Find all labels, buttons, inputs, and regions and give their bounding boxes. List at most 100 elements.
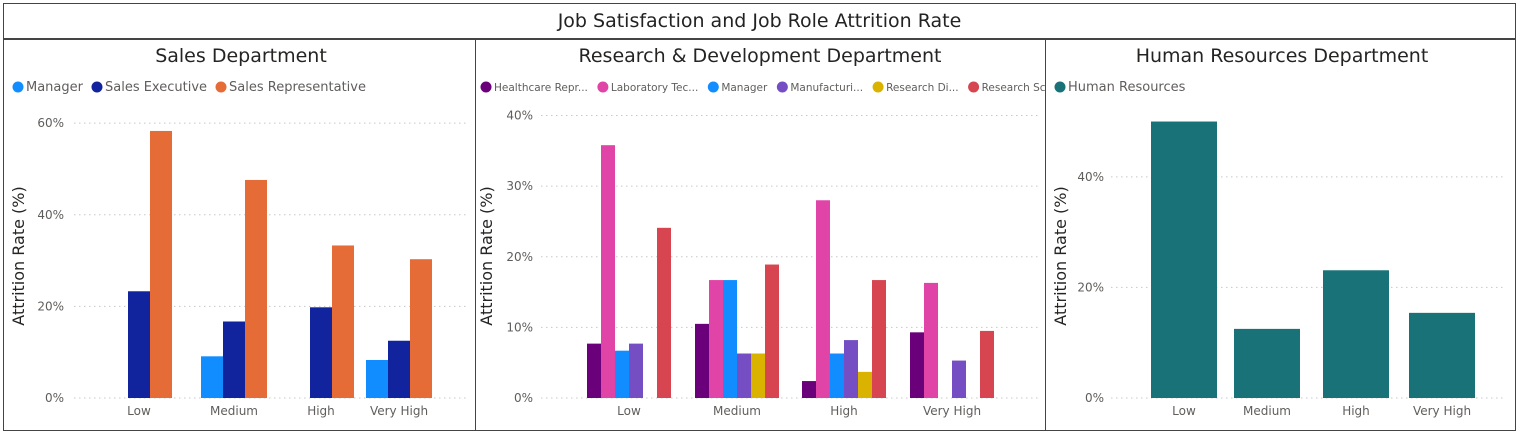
x-tick-label: Medium — [210, 404, 258, 418]
y-tick-label: 20% — [1077, 280, 1104, 294]
legend-label: Healthcare Repr... — [494, 82, 588, 94]
legend-marker — [91, 81, 103, 93]
bar[interactable] — [410, 259, 432, 398]
x-tick-label: Medium — [1243, 404, 1291, 418]
legend-label: Research Sci... — [982, 82, 1045, 94]
chart-legend: Manager Sales Executive Sales Representati… — [12, 80, 366, 95]
bar[interactable] — [723, 280, 737, 398]
x-tick-label: Low — [127, 404, 151, 418]
y-tick-label: 40% — [1077, 170, 1104, 184]
rd-chart-panel[interactable]: Research & Development Department Healthc… — [475, 39, 1046, 431]
chart-title: Research & Development Department — [579, 45, 942, 67]
legend-marker — [776, 81, 788, 93]
bar[interactable] — [201, 356, 223, 398]
bar[interactable] — [802, 381, 816, 398]
bar[interactable] — [924, 282, 938, 398]
bar[interactable] — [1151, 121, 1217, 398]
chart-title: Sales Department — [155, 45, 327, 67]
legend-marker — [1054, 81, 1066, 93]
sales-chart-svg: Sales Department Manager Sales Executive Sa… — [9, 45, 466, 418]
legend-marker — [215, 81, 227, 93]
legend-item[interactable]: Sales Executive — [91, 80, 207, 95]
legend-item[interactable]: Research Di... — [872, 81, 959, 95]
dashboard-title: Job Satisfaction and Job Role Attrition … — [3, 3, 1516, 39]
legend-item[interactable]: Manager — [707, 81, 768, 95]
legend-item[interactable]: Research Sci... — [968, 81, 1045, 95]
bar[interactable] — [844, 340, 858, 398]
bar[interactable] — [587, 343, 601, 398]
bar[interactable] — [128, 291, 150, 398]
y-tick-label: 20% — [506, 250, 533, 264]
y-tick-label: 0% — [514, 391, 533, 405]
bar[interactable] — [830, 353, 844, 398]
y-axis-title: Attrition Rate (%) — [477, 186, 496, 325]
y-tick-label: 40% — [37, 208, 64, 222]
legend-item[interactable]: Manager — [12, 80, 84, 95]
legend-item[interactable]: Human Resources — [1054, 80, 1186, 95]
sales-chart-panel[interactable]: Sales Department Manager Sales Executive Sa… — [3, 39, 476, 431]
bar[interactable] — [310, 307, 332, 398]
legend-label: Manufacturi... — [790, 82, 863, 94]
legend-label: Laboratory Tec... — [611, 82, 698, 94]
x-tick-label: Low — [1172, 404, 1196, 418]
hr-chart-panel[interactable]: Human Resources Department Human Resource… — [1045, 39, 1516, 431]
y-tick-label: 20% — [37, 299, 64, 313]
y-axis-title: Attrition Rate (%) — [1051, 186, 1070, 325]
bar[interactable] — [245, 179, 267, 398]
legend-item[interactable]: Laboratory Tec... — [597, 81, 698, 95]
y-tick-label: 60% — [37, 116, 64, 130]
legend-marker — [597, 81, 609, 93]
bar[interactable] — [1234, 328, 1300, 398]
x-tick-label: Very High — [1413, 404, 1471, 418]
bar[interactable] — [366, 359, 388, 398]
bar[interactable] — [657, 227, 671, 398]
legend-marker — [12, 81, 24, 93]
x-tick-label: High — [1342, 404, 1370, 418]
bar[interactable] — [1409, 312, 1475, 398]
bar[interactable] — [737, 353, 751, 398]
x-tick-label: Very High — [923, 404, 981, 418]
bar[interactable] — [952, 360, 966, 398]
legend-label: Sales Representative — [229, 80, 366, 95]
y-axis-title: Attrition Rate (%) — [9, 186, 28, 325]
rd-chart-svg: Research & Development Department Healthc… — [477, 45, 1045, 418]
legend-label: Manager — [26, 80, 84, 95]
bar[interactable] — [816, 200, 830, 398]
y-tick-label: 40% — [506, 109, 533, 123]
legend-marker — [872, 81, 884, 93]
legend-item[interactable]: Healthcare Repr... — [480, 81, 588, 95]
legend-label: Research Di... — [886, 82, 959, 94]
x-tick-label: High — [307, 404, 335, 418]
bar[interactable] — [980, 330, 994, 398]
bar[interactable] — [1323, 270, 1389, 398]
bar[interactable] — [709, 280, 723, 398]
bar[interactable] — [629, 343, 643, 398]
bar[interactable] — [615, 350, 629, 398]
x-tick-label: Very High — [370, 404, 428, 418]
bar[interactable] — [601, 145, 615, 398]
chart-title: Human Resources Department — [1136, 45, 1429, 67]
bar[interactable] — [332, 245, 354, 398]
bar[interactable] — [223, 321, 245, 398]
legend-label: Human Resources — [1068, 80, 1186, 95]
bar[interactable] — [910, 332, 924, 398]
x-tick-label: Medium — [713, 404, 761, 418]
chart-legend: Healthcare Repr... Laboratory Tec... Manag… — [480, 81, 1045, 95]
legend-item[interactable]: Manufacturi... — [776, 81, 863, 95]
bar[interactable] — [872, 280, 886, 398]
y-tick-label: 0% — [45, 391, 64, 405]
legend-item[interactable]: Sales Representative — [215, 80, 366, 95]
bar[interactable] — [150, 130, 172, 398]
bar[interactable] — [858, 371, 872, 398]
legend-label: Sales Executive — [105, 80, 207, 95]
x-tick-label: High — [830, 404, 858, 418]
y-tick-label: 30% — [506, 179, 533, 193]
bar[interactable] — [765, 264, 779, 398]
legend-label: Manager — [721, 82, 768, 94]
bar[interactable] — [695, 323, 709, 398]
bar[interactable] — [388, 340, 410, 398]
y-tick-label: 0% — [1085, 391, 1104, 405]
bar[interactable] — [751, 353, 765, 398]
y-tick-label: 10% — [506, 320, 533, 334]
x-tick-label: Low — [617, 404, 641, 418]
